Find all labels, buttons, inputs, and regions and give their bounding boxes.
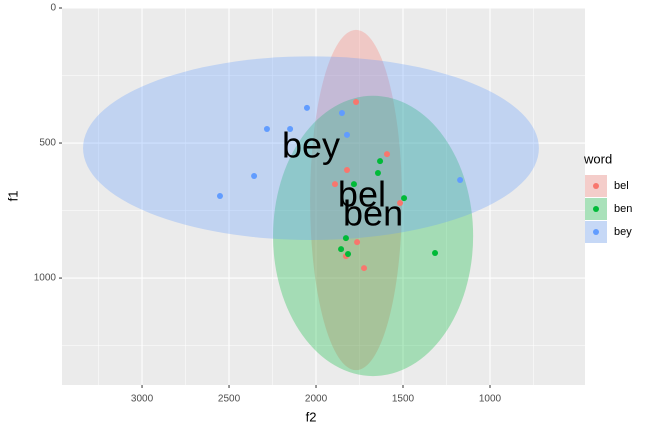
legend-title: word xyxy=(583,151,612,166)
x-tick-label: 2000 xyxy=(305,394,328,405)
x-axis-title: f2 xyxy=(306,409,317,424)
x-tick-label: 2500 xyxy=(218,394,241,405)
point xyxy=(338,246,345,253)
point xyxy=(384,151,391,158)
confidence-ellipse xyxy=(310,29,402,371)
point xyxy=(350,181,357,188)
y-tick-label: 0 xyxy=(50,3,56,14)
legend-dot xyxy=(593,229,599,235)
point xyxy=(432,249,439,256)
point xyxy=(263,125,270,132)
point xyxy=(354,239,361,246)
point xyxy=(353,98,360,105)
point xyxy=(401,195,408,202)
point xyxy=(345,251,352,258)
point xyxy=(303,104,310,111)
y-tick-label: 1000 xyxy=(34,273,57,284)
legend-dot xyxy=(593,183,599,189)
legend-label: bel xyxy=(614,180,629,192)
x-tick-label: 1500 xyxy=(392,394,415,405)
y-axis-title: f1 xyxy=(5,191,20,202)
point xyxy=(342,235,349,242)
point xyxy=(377,158,384,165)
point xyxy=(343,131,350,138)
legend-label: ben xyxy=(614,203,632,215)
point xyxy=(397,199,404,206)
legend-dot xyxy=(593,206,599,212)
confidence-ellipse xyxy=(273,95,474,377)
group-label: bel xyxy=(338,174,386,215)
point xyxy=(251,172,258,179)
point xyxy=(331,181,338,188)
group-label: ben xyxy=(343,192,403,233)
point xyxy=(374,170,381,177)
point xyxy=(216,192,223,199)
point xyxy=(338,110,345,117)
legend-label: bey xyxy=(614,226,632,238)
point xyxy=(343,167,350,174)
confidence-ellipse xyxy=(83,56,539,240)
group-label: bey xyxy=(282,125,340,166)
point xyxy=(361,265,368,272)
point xyxy=(287,125,294,132)
panel xyxy=(62,8,585,385)
x-tick-label: 3000 xyxy=(131,394,154,405)
point xyxy=(457,177,464,184)
x-tick-label: 1000 xyxy=(479,394,502,405)
y-tick-label: 500 xyxy=(39,138,56,149)
